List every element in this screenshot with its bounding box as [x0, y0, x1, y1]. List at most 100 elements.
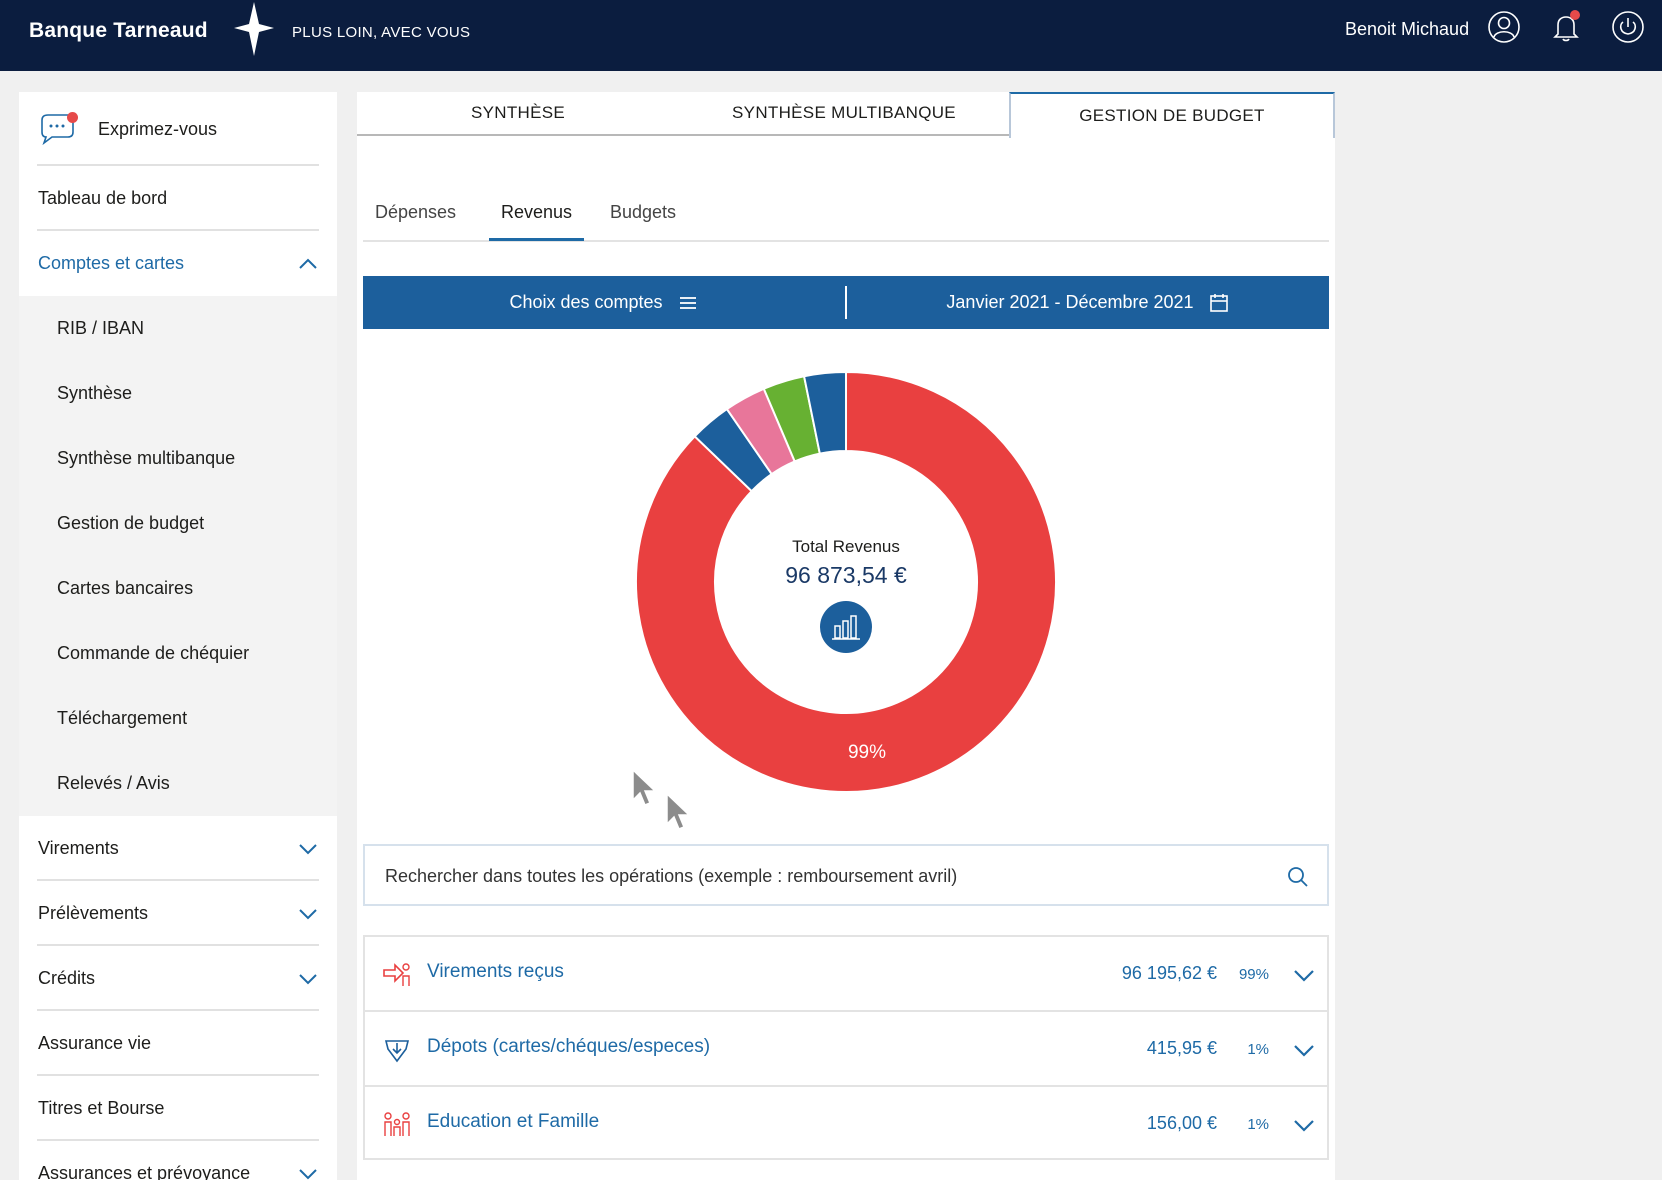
category-row[interactable]: Virements reçus 96 195,62 € 99% [363, 935, 1329, 1010]
sidebar-subitem-label: Gestion de budget [57, 513, 205, 533]
sidebar-subitem-label: Relevés / Avis [57, 773, 170, 793]
category-list: Virements reçus 96 195,62 € 99% Dépots (… [363, 935, 1329, 1160]
family-icon [381, 1108, 413, 1140]
slice-label-virements: 99% [847, 742, 887, 763]
search-icon[interactable] [1285, 864, 1311, 890]
sidebar-subitem-rib-iban[interactable]: RIB / IBAN [19, 296, 337, 361]
brand-name[interactable]: Banque Tarneaud [29, 19, 208, 42]
subtab-budgets[interactable]: Budgets [610, 202, 677, 222]
subtab-depenses[interactable]: Dépenses [375, 202, 457, 222]
sidebar-item-prelevements[interactable]: Prélèvements [19, 881, 337, 946]
tab-label: SYNTHÈSE MULTIBANQUE [732, 103, 956, 122]
sidebar-subitem-cartes-bancaires[interactable]: Cartes bancaires [19, 556, 337, 621]
accounts-filter-button[interactable]: Choix des comptes [363, 276, 845, 329]
chevron-down-icon [297, 838, 319, 860]
total-revenue-value: 96 873,54 € [785, 562, 907, 588]
sidebar-subitem-label: Synthèse multibanque [57, 448, 236, 468]
chevron-down-icon[interactable] [1291, 1037, 1317, 1063]
sidebar-item-label: Virements [38, 838, 119, 858]
sidebar-subitem-label: RIB / IBAN [57, 318, 145, 338]
accounts-filter-label: Choix des comptes [509, 292, 663, 312]
sidebar-item-accounts-cards[interactable]: Comptes et cartes [19, 231, 337, 296]
total-revenue-label: Total Revenus [792, 537, 900, 556]
sidebar-item-label: Assurance vie [38, 1033, 152, 1053]
sidebar-subitem-label: Cartes bancaires [57, 578, 194, 598]
list-icon [677, 292, 699, 314]
period-filter-button[interactable]: Janvier 2021 - Décembre 2021 [847, 276, 1329, 329]
bell-icon[interactable] [1549, 10, 1583, 44]
search-input[interactable]: Rechercher dans toutes les opérations (e… [385, 866, 958, 886]
brand-tagline: PLUS LOIN, AVEC VOUS [292, 24, 471, 41]
sidebar-subitem-gestion-budget[interactable]: Gestion de budget [19, 491, 337, 556]
sidebar-subitem-label: Commande de chéquier [57, 643, 250, 663]
main-panel: SYNTHÈSE SYNTHÈSE MULTIBANQUE GESTION DE… [357, 92, 1335, 1180]
donut-slice-5[interactable] [802, 370, 847, 455]
sidebar-item-titres-bourse[interactable]: Titres et Bourse [19, 1076, 337, 1141]
category-percent: 99% [1238, 966, 1269, 983]
user-name[interactable]: Benoit Michaud [1345, 19, 1470, 39]
donut-slice-1[interactable] [635, 370, 1057, 793]
sidebar-subitem-commande-chequier[interactable]: Commande de chéquier [19, 621, 337, 686]
filter-bar: Choix des comptes Janvier 2021 - Décembr… [363, 276, 1329, 329]
sidebar-item-assurances-prevoyance[interactable]: Assurances et prévoyance [19, 1141, 337, 1180]
top-tabs: SYNTHÈSE SYNTHÈSE MULTIBANQUE GESTION DE… [357, 92, 1335, 138]
deposit-icon [381, 1033, 413, 1065]
feedback-label: Exprimez-vous [98, 118, 218, 139]
feedback-badge [67, 112, 78, 123]
sidebar-subitem-telechargement[interactable]: Téléchargement [19, 686, 337, 751]
category-amount: 415,95 € [1146, 1038, 1217, 1058]
mouse-cursor [630, 768, 660, 812]
sidebar-item-label: Prélèvements [38, 903, 149, 923]
chevron-up-icon [297, 253, 319, 275]
sidebar-subitem-label: Téléchargement [57, 708, 188, 728]
category-name: Dépots (cartes/chéques/especes) [427, 1036, 711, 1057]
operations-search[interactable]: Rechercher dans toutes les opérations (e… [363, 844, 1329, 906]
sidebar-subitem-synthese-multibanque[interactable]: Synthèse multibanque [19, 426, 337, 491]
chevron-down-icon [297, 1163, 319, 1180]
user-icon[interactable] [1487, 10, 1521, 44]
subtab-revenus[interactable]: Revenus [501, 202, 573, 222]
category-row[interactable]: Dépots (cartes/chéques/especes) 415,95 €… [363, 1010, 1329, 1085]
mouse-cursor [664, 792, 694, 836]
calendar-icon [1208, 292, 1230, 314]
tab-synthese-multibanque[interactable]: SYNTHÈSE MULTIBANQUE [679, 92, 1009, 136]
sidebar-item-virements[interactable]: Virements [19, 816, 337, 881]
active-subtab-indicator [489, 238, 584, 241]
brand-star-logo [232, 0, 276, 58]
sidebar-item-label: Crédits [38, 968, 96, 988]
sidebar-item-label: Titres et Bourse [38, 1098, 165, 1118]
filter-separator [845, 286, 847, 319]
sub-tabs: Dépenses Revenus Budgets [363, 190, 1329, 242]
revenue-donut-chart[interactable] [634, 370, 1058, 794]
sidebar-item-label: Assurances et prévoyance [38, 1163, 251, 1180]
sidebar-subitem-releves-avis[interactable]: Relevés / Avis [19, 751, 337, 816]
chevron-down-icon[interactable] [1291, 962, 1317, 988]
bar-chart-toggle-button[interactable] [820, 601, 872, 653]
sidebar-item-assurance-vie[interactable]: Assurance vie [19, 1011, 337, 1076]
category-amount: 156,00 € [1146, 1113, 1217, 1133]
transfer-in-icon [381, 958, 413, 990]
sidebar-subitem-label: Synthèse [57, 383, 133, 403]
category-name: Education et Famille [427, 1111, 600, 1132]
category-percent: 1% [1247, 1116, 1269, 1133]
sidebar-item-dashboard[interactable]: Tableau de bord [19, 166, 337, 231]
sidebar-item-label: Tableau de bord [38, 188, 168, 208]
category-name: Virements reçus [427, 961, 564, 982]
chevron-down-icon[interactable] [1291, 1112, 1317, 1138]
sidebar-submenu: RIB / IBAN Synthèse Synthèse multibanque… [19, 296, 337, 816]
power-icon[interactable] [1611, 10, 1645, 44]
chevron-down-icon [297, 903, 319, 925]
sidebar-subitem-synthese[interactable]: Synthèse [19, 361, 337, 426]
bar-chart-icon [832, 615, 860, 640]
tab-gestion-budget[interactable]: GESTION DE BUDGET [1009, 92, 1335, 138]
sidebar-item-credits[interactable]: Crédits [19, 946, 337, 1011]
chevron-down-icon [297, 968, 319, 990]
chat-bubble-icon [38, 112, 78, 146]
period-filter-label: Janvier 2021 - Décembre 2021 [946, 292, 1194, 312]
category-row[interactable]: Education et Famille 156,00 € 1% [363, 1085, 1329, 1160]
category-amount: 96 195,62 € [1121, 963, 1217, 983]
sidebar: Exprimez-vous Tableau de bord Comptes et… [19, 92, 337, 1180]
tab-synthese[interactable]: SYNTHÈSE [357, 92, 679, 136]
feedback-link[interactable]: Exprimez-vous [19, 92, 337, 166]
sidebar-item-label: Comptes et cartes [38, 253, 185, 273]
